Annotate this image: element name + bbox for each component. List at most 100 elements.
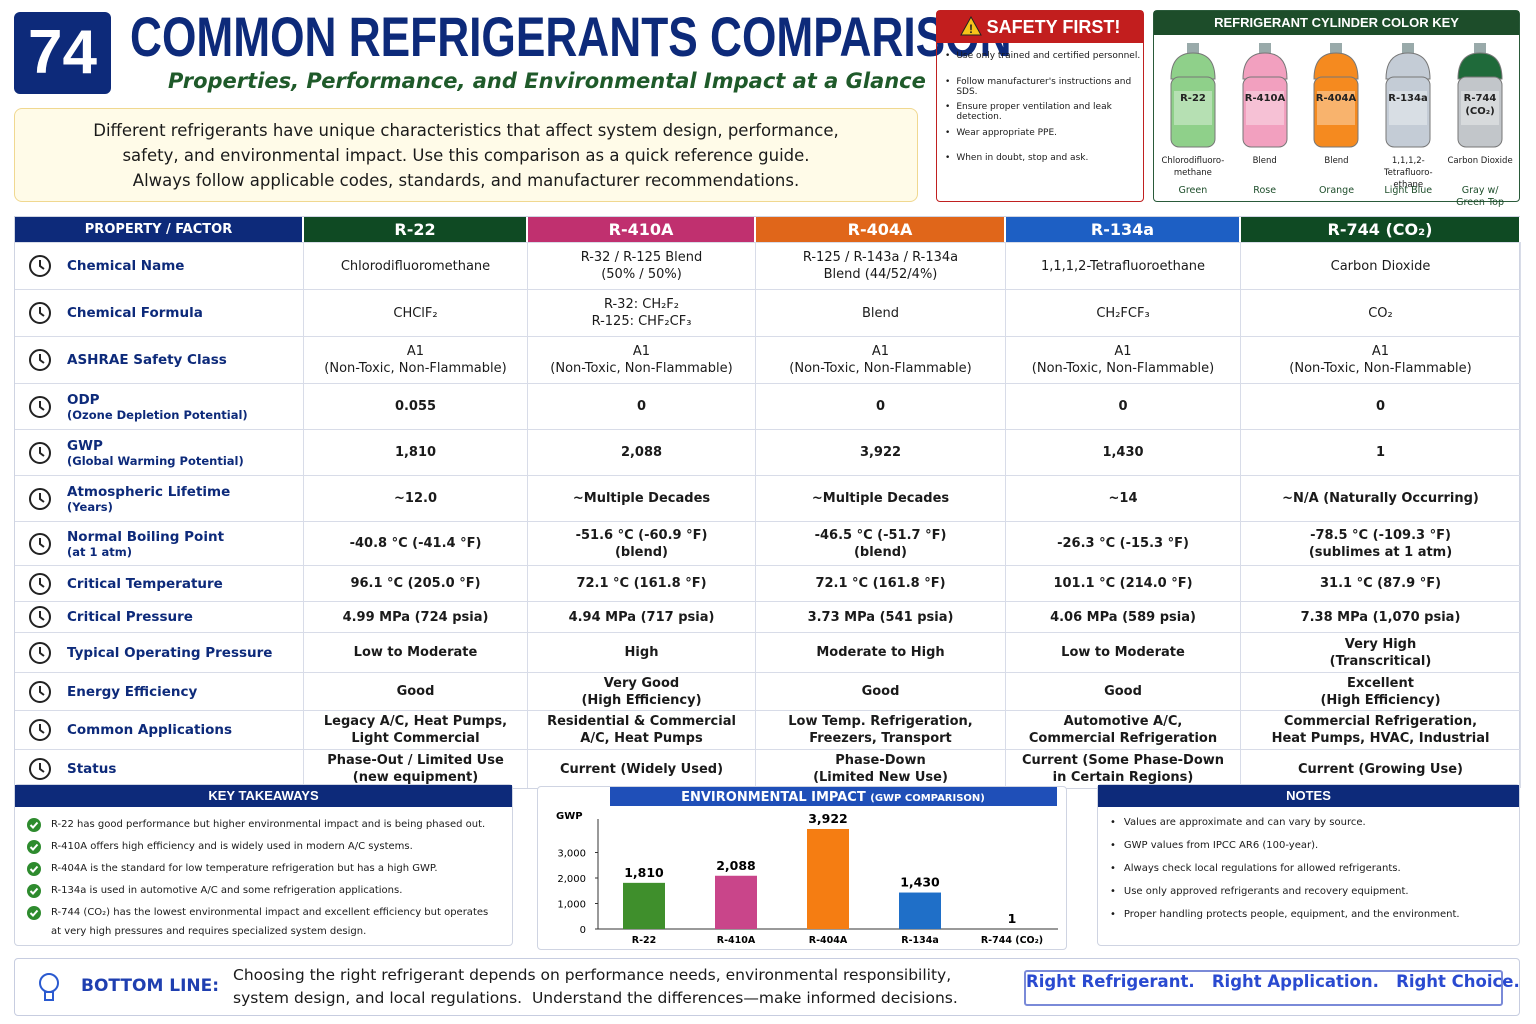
cylinder-top [1385,52,1431,80]
row-label: Critical Temperature [67,576,223,592]
comparison-table: PROPERTY / FACTOR R-22 R-410A R-404A R-134a R… [14,216,1521,789]
takeaway-item: R-404A is the standard for low temperatu… [27,859,500,878]
table-cell: Commercial Refrigeration, Heat Pumps, HV… [1241,710,1521,749]
cylinder-label-line: (CO₂) [1465,106,1494,117]
table-cell: 0 [1241,383,1521,429]
table-cell: A1 (Non-Toxic, Non-Flammable) [528,336,756,383]
safety-text: Wear appropriate PPE. [956,127,1058,138]
value-label: 1,430 [900,875,940,890]
takeaway-item: R-410A offers high efficiency and is wid… [27,837,500,856]
value-label: 1 [1008,911,1017,926]
row-label: Typical Operating Pressure [67,645,272,661]
table-cell: ~12.0 [304,475,528,521]
table-cell: A1 (Non-Toxic, Non-Flammable) [304,336,528,383]
icon-shape [29,532,51,555]
cylinder: R-410A Blend Rose [1229,39,1301,209]
table-cell: Low to Moderate [304,632,528,672]
note-item: • Always check local regulations for allo… [1110,863,1507,886]
notes-list: • Values are approximate and can vary by … [1098,807,1519,932]
table-header-cell: R-404A [756,217,1006,242]
chart: ENVIRONMENTAL IMPACT (GWP COMPARISON) GW… [556,787,1058,946]
icon-detail [39,446,45,457]
cylinder-top [1242,52,1288,80]
check-icon [27,818,41,832]
row-icon [29,606,51,628]
row-icon [29,302,51,324]
table-cell: CHClF₂ [304,289,528,336]
cylinder-label-bg [1389,91,1428,125]
table-cell: A1 (Non-Toxic, Non-Flammable) [1006,336,1241,383]
row-label: Common Applications [67,722,232,738]
icon-detail [39,646,45,657]
icon-shape [29,255,51,277]
takeaway-text: R-22 has good performance but higher env… [51,819,486,830]
bullet: • [945,102,951,112]
table-cell: 0 [1006,383,1241,429]
row-label: Atmospheric Lifetime (Years) [67,484,230,514]
table-cell: Good [756,672,1006,710]
x-tick-label: R-22 [632,935,656,946]
table-cell: Phase-Down (Limited New Use) [756,749,1006,788]
bullet: • [945,153,951,163]
table-cell: ~N/A (Naturally Occurring) [1241,475,1521,521]
cylinder-body [1385,76,1431,148]
cylinder-graphic: R-410A [1242,43,1288,148]
y-tick-label: 1,000 [557,900,586,911]
icon-shape [29,302,51,324]
takeaways-title: KEY TAKEAWAYS [15,785,512,807]
note-item: • Proper handling protects people, equipm… [1110,909,1507,932]
row-label-cell: Energy Efficiency [15,672,304,710]
row-label: ASHRAE Safety Class [67,352,227,368]
takeaway-item: R-22 has good performance but higher env… [27,815,500,834]
safety-header: ! SAFETY FIRST! [937,11,1143,43]
cylinder-label: R-744 (CO₂) [1464,93,1497,117]
cylinder-name: Carbon Dioxide [1447,156,1513,166]
row-label-text: ODP [67,391,100,408]
table-header-cell: PROPERTY / FACTOR [15,217,304,242]
row-label-cell: Chemical Formula [15,289,304,336]
cylinder-name: Chlorodifluoro- methane [1161,156,1225,178]
safety-item: • Ensure proper ventilation and leak dete… [945,102,1143,128]
row-label-text: Atmospheric Lifetime [67,483,231,500]
table-cell: -46.5 °C (-51.7 °F) (blend) [756,521,1006,565]
cylinder-top [1457,52,1503,80]
table-cell: 4.99 MPa (724 psia) [304,601,528,632]
cylinder-row: R-22 Chlorodifluoro- methane Green R-410A Bl… [1154,35,1519,209]
row-label-text: Chemical Formula [67,305,203,321]
row-label-text: ASHRAE Safety Class [67,352,227,368]
color-key-panel: REFRIGERANT CYLINDER COLOR KEY R-22 Chlor… [1153,10,1520,208]
icon-shape [29,441,51,464]
valve [1186,43,1199,53]
bar [715,875,757,929]
row-label-text: Chemical Name [67,258,185,274]
table-cell: Carbon Dioxide [1241,242,1521,289]
bottom-line-text: Choosing the right refrigerant depends o… [233,966,958,1007]
bar [807,828,849,929]
icon-shape [29,349,51,371]
x-tick-label: R-404A [809,935,848,946]
cylinder-body [1170,76,1216,148]
note-text: Always check local regulations for allow… [1123,863,1401,874]
cylinder-label-line: R-134a [1389,93,1428,104]
safety-text: When in doubt, stop and ask. [956,153,1089,163]
check-mark [29,843,39,851]
cylinder-label-bg [1317,91,1356,125]
y-tick-label: 0 [580,925,586,936]
bullet: • [1110,909,1116,920]
y-tick-label: 3,000 [557,849,586,860]
table-cell: 96.1 °C (205.0 °F) [304,565,528,601]
row-label-text: Critical Temperature [67,575,223,592]
icon-shape [29,606,51,628]
table-cell: 3.73 MPa (541 psia) [756,601,1006,632]
tagline: Right Refrigerant. Right Application. Ri… [1024,970,1520,1006]
bullet: • [1110,886,1116,897]
table-header-cell: R-22 [304,217,528,242]
icon-detail [39,763,45,773]
safety-panel: ! SAFETY FIRST! • Use only trained and ce… [936,10,1144,202]
table-cell: Good [304,672,528,710]
cylinder-graphic: R-22 [1170,43,1216,148]
icon-shape [29,758,51,780]
takeaways-list: R-22 has good performance but higher env… [15,807,512,941]
table-cell: 72.1 °C (161.8 °F) [756,565,1006,601]
